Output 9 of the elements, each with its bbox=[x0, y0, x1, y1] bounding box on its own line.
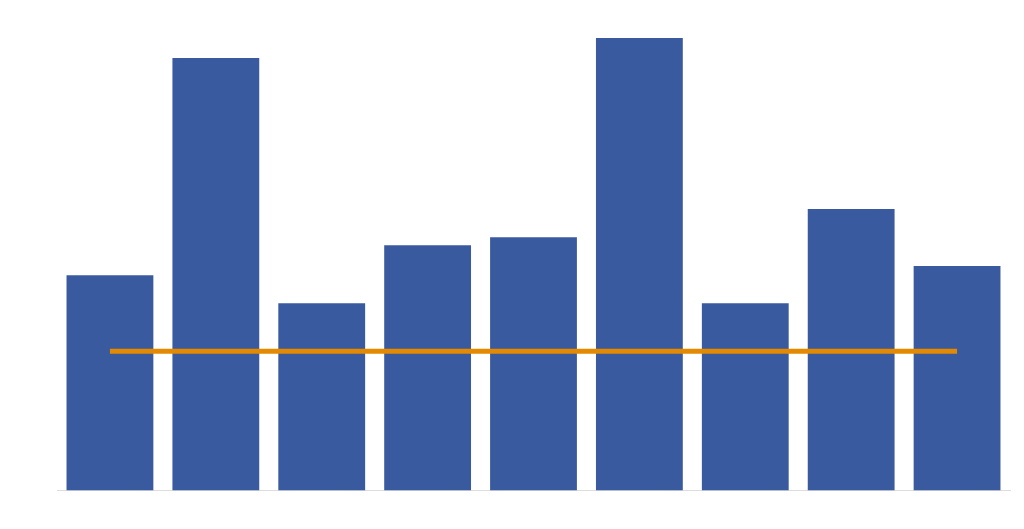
bar bbox=[807, 209, 895, 491]
bar bbox=[172, 57, 260, 491]
bar bbox=[66, 275, 154, 491]
bar bbox=[278, 303, 366, 491]
bar bbox=[595, 38, 683, 491]
bar bbox=[490, 237, 577, 491]
bar bbox=[384, 245, 472, 491]
bar bbox=[701, 303, 789, 491]
bar bbox=[913, 266, 1001, 491]
